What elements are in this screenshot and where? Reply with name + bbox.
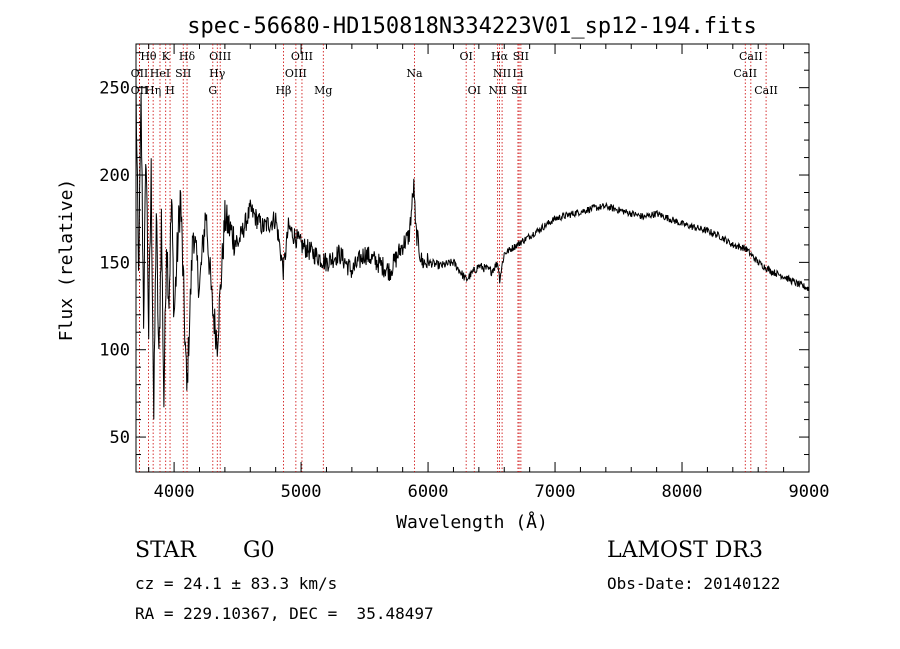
line-label-27: CaII (754, 84, 778, 97)
y-tick-label-200: 200 (99, 166, 130, 186)
chart-title: spec-56680-HD150818N334223V01_sp12-194.f… (187, 14, 757, 39)
y-tick-label-250: 250 (99, 79, 130, 99)
x-axis: 4000 5000 6000 7000 8000 9000 (148, 44, 830, 502)
y-axis: 50 100 150 200 250 (99, 52, 809, 456)
coordinates: RA = 229.10367, DEC = 35.48497 (135, 604, 434, 623)
line-label-17: OI (459, 50, 472, 63)
y-tick-label-150: 150 (99, 253, 130, 273)
spectrum-line (135, 79, 810, 420)
plot-frame (135, 43, 810, 473)
x-tick-label-8000: 8000 (662, 482, 703, 502)
line-label-22: SII (513, 50, 529, 63)
line-label-21: NII (488, 84, 506, 97)
line-label-4: HeI (150, 67, 170, 80)
line-label-7: H (165, 84, 175, 97)
line-label-14: OIII (285, 67, 307, 80)
line-label-19: Hα (491, 50, 509, 63)
x-tick-label-7000: 7000 (535, 482, 576, 502)
line-label-20: NII (493, 67, 511, 80)
survey-name: LAMOST DR3 (607, 538, 763, 563)
line-label-12: Hβ (275, 84, 291, 97)
line-label-1: OII (131, 67, 149, 80)
line-label-25: CaII (739, 50, 763, 63)
line-label-9: OIII (209, 50, 231, 63)
y-tick-label-100: 100 (99, 341, 130, 361)
line-label-16: Na (406, 67, 423, 80)
line-label-11: G (208, 84, 217, 97)
line-label-3: Hη (145, 84, 161, 97)
observation-date: Obs-Date: 20140122 (607, 574, 781, 593)
line-label-5: SII (175, 67, 191, 80)
object-class: STAR (135, 538, 196, 563)
line-label-0: Hθ (140, 50, 157, 63)
line-label-23: Li (513, 67, 524, 80)
y-axis-label: Flux (relative) (56, 179, 77, 342)
y-tick-label-50: 50 (110, 428, 130, 448)
line-label-8: Hδ (179, 50, 196, 63)
x-tick-label-4000: 4000 (154, 482, 195, 502)
x-tick-label-6000: 6000 (408, 482, 449, 502)
x-tick-label-9000: 9000 (789, 482, 830, 502)
line-label-24: SII (511, 84, 527, 97)
redshift-info: cz = 24.1 ± 83.3 km/s (135, 574, 338, 593)
x-tick-label-5000: 5000 (281, 482, 322, 502)
line-label-6: K (162, 50, 171, 63)
line-label-10: Hγ (209, 67, 226, 80)
x-axis-label: Wavelength (Å) (396, 511, 548, 533)
line-label-26: CaII (733, 67, 757, 80)
line-label-15: Mg (314, 84, 332, 97)
line-label-18: OI (468, 84, 481, 97)
spectral-line-markers (139, 44, 767, 472)
line-label-13: OIII (291, 50, 313, 63)
object-subclass: G0 (243, 538, 275, 563)
